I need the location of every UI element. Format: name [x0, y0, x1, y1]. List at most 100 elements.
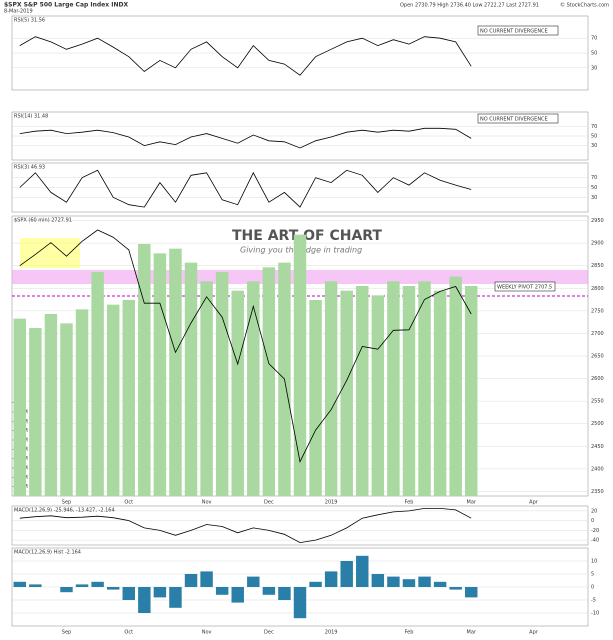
bar — [340, 561, 353, 587]
line — [19, 229, 472, 463]
bar — [13, 581, 27, 587]
bar — [449, 276, 462, 496]
bar — [44, 314, 58, 496]
line — [19, 508, 472, 544]
bar — [356, 555, 369, 587]
brand: THE ART OF CHART — [232, 228, 382, 244]
line — [19, 127, 472, 149]
panel-title: MACD(12,26,9) Hist -2.164 — [14, 550, 81, 556]
panel-title: RSI(3) 46.93 — [14, 165, 45, 171]
bar — [449, 587, 462, 590]
y-tick-label: 2850 — [591, 263, 604, 269]
panel-title: $SPX (60 min) 2727.91 — [14, 218, 72, 224]
bar — [60, 323, 73, 496]
y-tick-label: 50 — [591, 185, 597, 191]
panel-title: RSI(5) 31.56 — [14, 18, 45, 24]
y-tick-label: 30 — [591, 143, 597, 149]
x-tick-label: 2019 — [325, 500, 338, 506]
y-tick-label: -40 — [591, 538, 599, 544]
y-tick-label: 2900 — [591, 241, 604, 247]
x-tick-label: Apr — [529, 500, 539, 506]
note-box — [477, 25, 559, 36]
bar — [75, 309, 89, 496]
bar — [402, 286, 416, 496]
bar — [387, 281, 400, 496]
bar — [91, 272, 104, 496]
bar — [169, 248, 182, 496]
y-tick-label: 2450 — [591, 444, 604, 450]
bar — [91, 581, 104, 587]
bar — [138, 587, 151, 613]
bar — [262, 587, 276, 595]
highlight-zone — [20, 238, 80, 268]
bar — [215, 272, 229, 496]
bar — [387, 576, 400, 587]
bar — [106, 587, 120, 590]
bar — [340, 290, 353, 496]
bar — [13, 318, 27, 496]
x-tick-label: Mar — [467, 500, 477, 506]
y-tick-label: 50 — [591, 51, 597, 57]
x-tick-label: Mar — [467, 630, 477, 636]
bar — [138, 244, 151, 496]
y-tick-label: 0 — [591, 518, 594, 524]
symbol: $SPX S&P 500 Large Cap Index INDX — [4, 2, 128, 9]
y-tick-label: 5 — [591, 572, 594, 578]
bar — [418, 281, 431, 496]
y-tick-label: 50 — [591, 134, 597, 140]
bar — [29, 584, 42, 587]
y-tick-label: 2600 — [591, 376, 604, 382]
bar — [247, 281, 260, 496]
x-tick-label: Feb — [405, 630, 414, 636]
bar — [309, 300, 322, 496]
y-tick-label: 2700 — [591, 331, 604, 337]
x-tick-label: Nov — [202, 500, 212, 506]
quote: Open 2730.79 High 2736.40 Low 2722.27 La… — [400, 3, 539, 9]
y-tick-label: 70 — [591, 124, 597, 130]
y-tick-label: 10 — [591, 559, 597, 565]
bar — [231, 587, 244, 603]
x-tick-label: Sep — [62, 630, 71, 636]
divergence-note: NO CURRENT DIVERGENCE — [480, 117, 548, 123]
panel-frame — [11, 505, 589, 546]
bar — [184, 574, 198, 587]
x-tick-label: Dec — [264, 630, 274, 636]
y-tick-label: 20 — [591, 508, 597, 514]
x-tick-label: Nov — [202, 630, 212, 636]
bar — [433, 581, 447, 587]
bar — [324, 571, 338, 587]
bar — [356, 286, 369, 496]
bar — [153, 587, 167, 598]
bar — [371, 574, 385, 587]
bar — [402, 579, 416, 587]
x-tick-label: Sep — [62, 500, 71, 506]
bar — [418, 576, 431, 587]
y-tick-label: 0 — [591, 585, 594, 591]
y-tick-label: 30 — [591, 195, 597, 201]
y-tick-label: 2500 — [591, 421, 604, 427]
x-tick-label: Oct — [124, 630, 133, 636]
panel-title: MACD(12,26,9) -25.946, -13.427, -2.164 — [14, 508, 115, 514]
date: 8-Mar-2019 — [4, 9, 33, 15]
y-tick-label: -5 — [591, 598, 596, 604]
y-tick-label: 2650 — [591, 354, 604, 360]
bar — [465, 286, 478, 496]
bar — [153, 253, 167, 496]
y-tick-label: 2950 — [591, 218, 604, 224]
x-tick-label: Dec — [264, 500, 274, 506]
divergence-note: NO CURRENT DIVERGENCE — [480, 29, 548, 35]
bar — [200, 571, 213, 587]
line — [19, 36, 472, 76]
bar — [122, 300, 135, 496]
credit: © StockCharts.com — [560, 2, 609, 9]
y-tick-label: 2400 — [591, 466, 604, 472]
y-tick-label: 30 — [591, 65, 597, 71]
bar — [465, 587, 478, 598]
y-tick-label: 2550 — [591, 399, 604, 405]
bar — [60, 587, 73, 593]
y-tick-label: -10 — [591, 611, 599, 617]
bar — [293, 234, 307, 496]
bar — [247, 576, 260, 587]
note-box — [477, 113, 559, 124]
